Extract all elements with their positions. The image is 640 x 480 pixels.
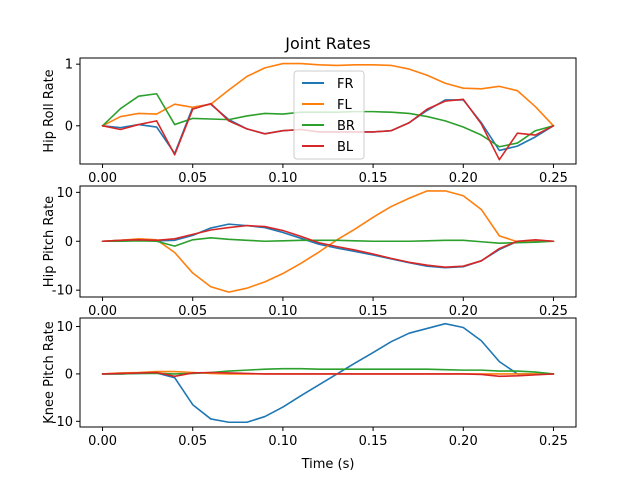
legend-box [293, 70, 365, 160]
series-line-br-panel-3 [101, 367, 555, 375]
subplot-2: -10 0 10 0.00 0.05 0.10 0.15 0.20 0.25 Hip Pitch … [42, 185, 577, 319]
y-tick-label: -10 [52, 284, 73, 299]
legend-label-br: BR [337, 119, 355, 134]
series-line-br-panel-2 [101, 237, 555, 247]
x-tick-label: 0.25 [539, 434, 568, 449]
x-tick-label: 0.10 [268, 171, 297, 186]
y-tick-label: -10 [52, 415, 73, 430]
y-tick-label: 10 [56, 320, 73, 335]
x-tick-label: 0.05 [178, 171, 207, 186]
x-tick-label: 0.00 [88, 434, 117, 449]
x-tick-label: 0.05 [178, 304, 207, 319]
legend-label-fr: FR [337, 77, 354, 92]
x-tick-label: 0.05 [178, 434, 207, 449]
x-tick-label: 0.15 [359, 304, 388, 319]
y-tick-label: 10 [56, 186, 73, 201]
y-tick-label: 1 [65, 58, 73, 73]
x-tick-label: 0.10 [268, 434, 297, 449]
series-line-bl-panel-2 [101, 224, 555, 268]
x-tick-label: 0.00 [88, 304, 117, 319]
x-tick-label: 0.10 [268, 304, 297, 319]
y-tick-label: 0 [65, 235, 73, 250]
x-tick-label: 0.25 [539, 304, 568, 319]
x-tick-label: 0.00 [88, 171, 117, 186]
y-axis-label: Hip Pitch Rate [42, 196, 57, 287]
series-line-bl-panel-3 [101, 371, 555, 378]
series-line-fl-panel-1 [101, 62, 555, 127]
y-axis-label: Knee Pitch Rate [42, 321, 57, 423]
x-axis-label: Time (s) [301, 457, 355, 472]
chart-title: Joint Rates [284, 34, 370, 53]
x-tick-label: 0.25 [539, 171, 568, 186]
axes-frame [79, 317, 577, 428]
subplot-1: 0 1 0.00 0.05 0.10 0.15 0.20 0.25 Hip Roll Rate [42, 57, 577, 186]
y-tick-label: 0 [65, 367, 73, 382]
y-tick-label: 0 [65, 119, 73, 134]
legend-label-fl: FL [337, 98, 352, 113]
legend-label-bl: BL [337, 140, 354, 155]
subplot-3: -10 0 10 0.00 0.05 0.10 0.15 0.20 0.25 Knee Pitch… [42, 317, 577, 449]
x-tick-label: 0.20 [449, 171, 478, 186]
axes-frame [79, 57, 577, 165]
series-line-fl-panel-2 [101, 190, 555, 293]
x-tick-label: 0.15 [359, 434, 388, 449]
x-tick-label: 0.20 [449, 434, 478, 449]
y-axis-label: Hip Roll Rate [42, 69, 57, 152]
x-tick-label: 0.20 [449, 304, 478, 319]
series-line-fr-panel-3 [101, 322, 555, 424]
x-tick-label: 0.15 [359, 171, 388, 186]
legend: FR FL BR BL [293, 70, 365, 160]
